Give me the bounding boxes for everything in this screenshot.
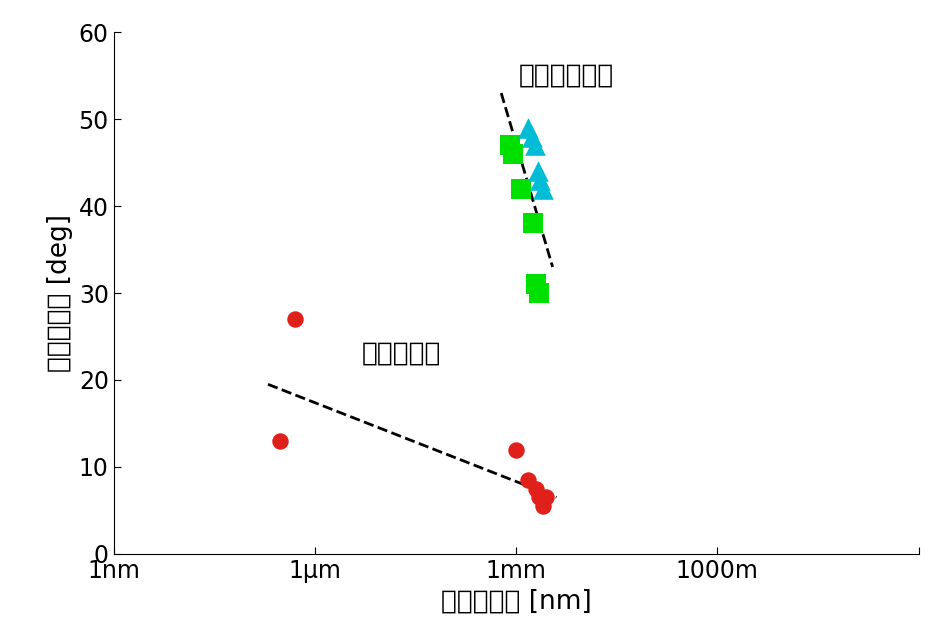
Point (535, 501, 550, 511)
Point (533, 175, 548, 185)
Point (514, 184, 529, 194)
Point (287, 314, 302, 325)
Point (530, 166, 545, 176)
Point (506, 149, 521, 159)
Point (524, 131, 539, 142)
Point (272, 435, 287, 446)
Point (528, 484, 544, 494)
Point (509, 444, 524, 455)
Point (528, 279, 544, 290)
Y-axis label: 純水接触角 [deg]: 純水接触角 [deg] (47, 214, 73, 372)
Text: シリコン表面: シリコン表面 (519, 62, 615, 89)
Point (526, 218, 541, 229)
Point (527, 140, 543, 151)
Point (520, 123, 535, 133)
Point (539, 492, 554, 502)
Point (520, 475, 535, 485)
Point (531, 492, 546, 502)
Text: マイカ表面: マイカ表面 (362, 341, 441, 367)
X-axis label: 液滴サイズ [nm]: 液滴サイズ [nm] (440, 588, 592, 614)
Point (535, 184, 550, 194)
Point (531, 288, 546, 298)
Point (502, 140, 517, 151)
